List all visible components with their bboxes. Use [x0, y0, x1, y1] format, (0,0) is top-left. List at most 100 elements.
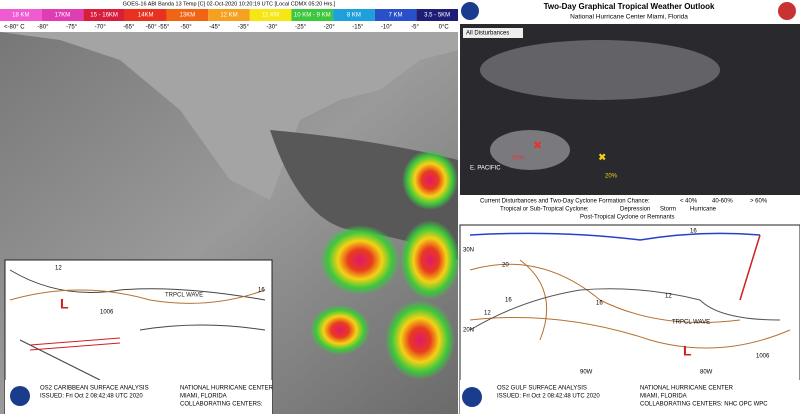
temp-label: -70° [95, 25, 107, 31]
legend-text: 40-60% [712, 199, 733, 205]
temp-label: -30° [266, 25, 278, 31]
legend-text: Tropical or Sub-Tropical Cyclone: [500, 207, 589, 213]
coastline [469, 288, 781, 331]
map-label: 12 [55, 266, 62, 272]
map-label: 16 [505, 298, 512, 304]
land [0, 32, 458, 200]
axis-label: 80W [700, 370, 713, 376]
map-label: TRPCL WAVE [165, 293, 203, 299]
region-label: E. PACIFIC [470, 166, 501, 172]
footer-text: ISSUED: Fri Oct 2 08:42:48 UTC 2020 [497, 394, 600, 400]
outlook-header [458, 0, 800, 24]
temp-label: -15° [352, 25, 364, 31]
scale-label: 14KM [138, 13, 154, 19]
footer-text: NATIONAL HURRICANE CENTER [640, 386, 734, 392]
low-marker: L [683, 343, 692, 359]
scale-cell [41, 9, 84, 21]
low-marker: ✖ [598, 153, 606, 164]
scale-label: 11 KM [262, 13, 279, 19]
map-label: 1006 [756, 354, 770, 360]
nws-logo [778, 2, 796, 20]
footer-text: OS2 GULF SURFACE ANALYSIS [497, 386, 587, 392]
isobar [9, 289, 266, 304]
noaa-logo [462, 387, 482, 407]
tab[interactable] [463, 28, 523, 38]
footer-text: NATIONAL HURRICANE CENTER [180, 386, 274, 392]
chance-label: 90% [512, 156, 525, 162]
low-marker: L [60, 296, 69, 312]
temp-label: -10° [381, 25, 393, 31]
scale-cell [208, 9, 250, 21]
scale-label: 7 KM [389, 13, 403, 19]
cloud [480, 40, 720, 100]
storm-cloud [320, 225, 400, 295]
scale-label: 8 KM [347, 13, 361, 19]
map-label: 16 [690, 229, 697, 235]
coastline [9, 269, 266, 381]
temp-label: -60° -55° [146, 25, 170, 31]
chance-label: 20% [605, 174, 618, 180]
temp-label: -20° [324, 25, 336, 31]
scale-cell [291, 9, 334, 21]
scale-cell [166, 9, 209, 21]
footer-text: COLLABORATING CENTERS: NHC OPC WPC [640, 402, 768, 408]
temp-label: -35° [238, 25, 250, 31]
storm-cloud [402, 150, 458, 210]
temp-label: 0°C [439, 25, 450, 31]
legend-text: Current Disturbances and Two-Day Cyclone… [480, 199, 650, 205]
axis-label: 90W [580, 370, 593, 376]
scale-label: 10 KM - 9 KM [294, 13, 331, 19]
legend-text: < 40% [680, 199, 698, 205]
scale-cell [374, 9, 417, 21]
scale-cell [124, 9, 167, 21]
axis-label: 30N [463, 248, 474, 254]
outlook-title: Two-Day Graphical Tropical Weather Outlo… [544, 2, 715, 11]
temp-label: -45° [209, 25, 221, 31]
temp-label: -5° [411, 25, 419, 31]
scale-label: 18 KM [12, 13, 29, 19]
isobar [469, 259, 791, 349]
outlook-subtitle: National Hurricane Center Miami, Florida [570, 14, 688, 21]
scale-cell [333, 9, 375, 21]
scale-label: 17KM [55, 13, 71, 19]
cold-front [469, 232, 761, 241]
temp-label: -75° [66, 25, 78, 31]
scale-label: 12 KM [220, 13, 237, 19]
scale-label: 3.5 - 5KM [424, 13, 450, 19]
high-marker: ✖ [533, 140, 542, 152]
map-label: 12 [665, 294, 672, 300]
scale-cell [83, 9, 125, 21]
legend-text: Depression [620, 207, 650, 213]
scale-cell [249, 9, 292, 21]
map-label: 1006 [100, 310, 114, 316]
footer-text: MIAMI, FLORIDA [640, 394, 687, 400]
header: GOES-16 ABI Banda 13 Temp [C] 02-Oct-202… [123, 1, 336, 7]
storm-cloud [385, 300, 455, 380]
legend-text: > 60% [750, 199, 768, 205]
storm-cloud [310, 305, 370, 355]
cloud [490, 130, 570, 170]
temp-label: <-80° C [4, 25, 25, 31]
temp-label: -80° [37, 25, 49, 31]
temp-label: -65° [123, 25, 135, 31]
scale-label: 13KM [180, 13, 196, 19]
map-label: TRPCL WAVE [672, 320, 710, 326]
footer-text: COLLABORATING CENTERS: [180, 402, 263, 408]
axis-label: 20N [463, 328, 474, 334]
footer-text: MIAMI, FLORIDA [180, 394, 227, 400]
legend [460, 195, 800, 225]
scale-cell [416, 9, 458, 21]
footer [460, 380, 800, 414]
legend-text: Hurricane [690, 207, 717, 213]
noaa-logo [461, 2, 479, 20]
legend-text: Storm [660, 207, 676, 213]
footer-text: OS2 CARIBBEAN SURFACE ANALYSIS [40, 386, 149, 392]
map-label: 20 [502, 263, 509, 269]
map-label: 16 [596, 301, 603, 307]
tab-label[interactable]: All Disturbances [466, 31, 509, 37]
map-label: 16 [258, 288, 265, 294]
temp-label: -50° [181, 25, 193, 31]
front [29, 337, 121, 351]
footer [5, 380, 272, 414]
